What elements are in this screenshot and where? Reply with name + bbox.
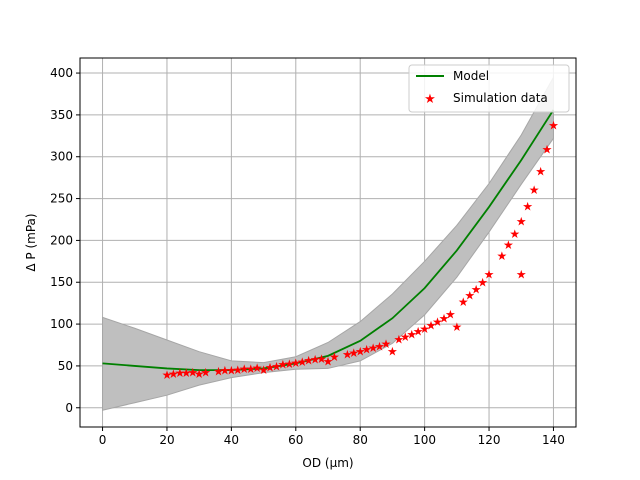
model-series-line [102, 109, 555, 372]
y-tick-label: 400 [50, 66, 73, 80]
simulation-point: ★ [252, 361, 263, 375]
simulation-point: ★ [271, 359, 282, 373]
simulation-point: ★ [297, 355, 308, 369]
y-axis-label: Δ P (mPa) [24, 213, 38, 271]
simulation-point: ★ [194, 367, 205, 381]
x-axis-label: OD (µm) [302, 456, 353, 470]
simulation-point: ★ [213, 364, 224, 378]
simulation-point: ★ [426, 318, 437, 332]
x-tick-label: 80 [353, 433, 368, 447]
y-tick-label: 150 [50, 275, 73, 289]
simulation-point: ★ [239, 362, 250, 376]
y-axis-ticks: 0 50 100 150 200 250 300 350 400 [50, 66, 80, 415]
x-tick-label: 40 [224, 433, 239, 447]
simulation-point: ★ [432, 315, 443, 329]
simulation-point: ★ [342, 348, 353, 362]
simulation-point: ★ [471, 282, 482, 296]
y-tick-label: 250 [50, 192, 73, 206]
simulation-point: ★ [393, 333, 404, 347]
simulation-point: ★ [509, 227, 520, 241]
simulation-point: ★ [477, 276, 488, 290]
simulation-point: ★ [368, 341, 379, 355]
simulation-point: ★ [535, 164, 546, 178]
plot-frame [79, 57, 577, 428]
simulation-point: ★ [303, 354, 314, 368]
x-tick-label: 120 [478, 433, 501, 447]
simulation-point: ★ [374, 339, 385, 353]
legend-simulation-label: Simulation data [453, 91, 548, 105]
x-tick-label: 20 [159, 433, 174, 447]
simulation-point: ★ [323, 354, 334, 368]
simulation-point: ★ [232, 363, 243, 377]
legend-box [408, 64, 570, 113]
model-line [102, 109, 555, 372]
simulation-point: ★ [464, 288, 475, 302]
x-tick-label: 100 [413, 433, 436, 447]
simulation-point: ★ [310, 353, 321, 367]
simulation-point: ★ [522, 200, 533, 214]
x-tick-label: 0 [99, 433, 107, 447]
confidence-band [102, 75, 554, 411]
simulation-point: ★ [290, 356, 301, 370]
simulation-point: ★ [245, 362, 256, 376]
confidence-band-area [102, 75, 554, 411]
simulation-point: ★ [516, 215, 527, 229]
simulation-point: ★ [419, 322, 430, 336]
simulation-point: ★ [387, 344, 398, 358]
y-tick-label: 100 [50, 317, 73, 331]
simulation-point: ★ [278, 358, 289, 372]
simulation-point: ★ [162, 368, 173, 382]
x-tick-label: 60 [288, 433, 303, 447]
simulation-point: ★ [226, 364, 237, 378]
simulation-point: ★ [542, 143, 553, 157]
simulation-point: ★ [458, 295, 469, 309]
simulation-point: ★ [265, 360, 276, 374]
simulation-point: ★ [516, 267, 527, 281]
x-axis-ticks: 0 20 40 60 80 100 120 140 [99, 427, 565, 447]
simulation-point: ★ [284, 357, 295, 371]
simulation-point: ★ [181, 366, 192, 380]
simulation-point: ★ [316, 352, 327, 366]
simulation-point: ★ [168, 367, 179, 381]
simulation-point: ★ [200, 365, 211, 379]
simulation-point: ★ [413, 324, 424, 338]
simulation-point: ★ [497, 249, 508, 263]
simulation-point: ★ [548, 118, 559, 132]
simulation-point: ★ [406, 328, 417, 342]
simulation-point: ★ [361, 343, 372, 357]
simulation-point: ★ [503, 238, 514, 252]
legend-model-label: Model [453, 69, 489, 83]
y-tick-label: 50 [58, 359, 73, 373]
simulation-point: ★ [439, 312, 450, 326]
legend: Model ★ Simulation data [408, 64, 570, 113]
simulation-point: ★ [220, 364, 231, 378]
simulation-point: ★ [451, 320, 462, 334]
simulation-point: ★ [258, 363, 269, 377]
simulation-point: ★ [187, 365, 198, 379]
simulation-point: ★ [348, 346, 359, 360]
x-tick-label: 140 [542, 433, 565, 447]
simulation-point: ★ [329, 350, 340, 364]
simulation-point: ★ [445, 308, 456, 322]
simulation-point: ★ [529, 183, 540, 197]
simulation-point: ★ [400, 330, 411, 344]
simulation-point: ★ [174, 366, 185, 380]
y-tick-label: 350 [50, 108, 73, 122]
legend-simulation-swatch: ★ [424, 92, 436, 107]
simulation-point: ★ [484, 267, 495, 281]
simulation-point: ★ [355, 344, 366, 358]
y-tick-label: 0 [65, 401, 73, 415]
y-tick-label: 200 [50, 233, 73, 247]
simulation-points: ★★★★★★★ ★★★★★★★★★★★★★★★★★★★ ★★★★★★★★★★★★★★… [162, 118, 559, 381]
y-tick-label: 300 [50, 150, 73, 164]
simulation-point: ★ [381, 337, 392, 351]
